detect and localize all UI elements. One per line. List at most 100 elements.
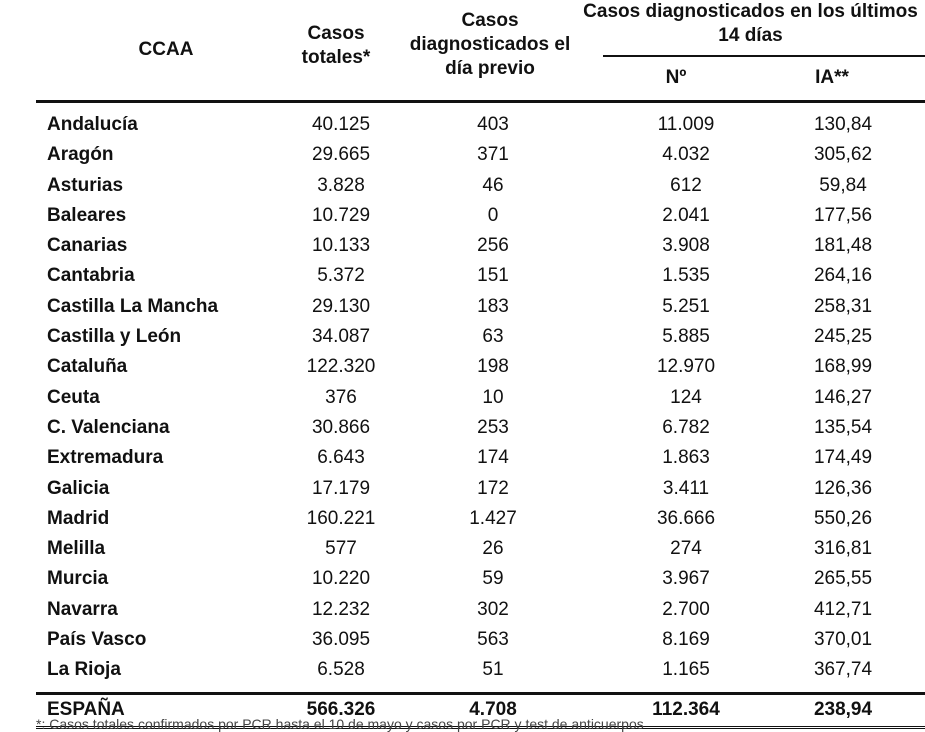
cell-previo: 59 [482,568,504,590]
header-casos-totales: Casos totales* [301,23,371,68]
cell-n: 11.009 [657,114,715,135]
cell-n: 12.970 [656,356,716,378]
cell-total: 36.095 [311,629,371,651]
cell-ia: 135,54 [813,416,873,438]
table-row: Aragón 29.665 371 4.032 305,62 [36,140,925,170]
table-row: Baleares 10.729 0 2.041 177,56 [36,201,925,231]
header-ia: IA** [815,67,849,88]
cell-ia: 550,26 [813,507,873,529]
cell-ccaa: Asturias [47,174,124,196]
cell-ia: 370,01 [813,629,873,651]
cell-previo: 151 [477,265,509,287]
cell-ia: 181,48 [813,235,873,257]
cell-previo: 198 [477,356,509,378]
cell-ccaa: País Vasco [47,629,147,651]
cell-ia: 316,81 [813,538,873,560]
total-casos-totales: 566.326 [306,698,376,720]
cell-ccaa: Madrid [47,507,110,529]
cell-ccaa: Murcia [47,568,109,590]
header-group-divider [603,55,925,57]
table-row: Navarra 12.232 302 2.700 412,71 [36,595,925,625]
cell-ccaa: Melilla [47,538,106,560]
cell-ccaa: C. Valenciana [47,416,170,438]
cell-ia: 264,16 [813,265,873,287]
cell-ia: 126,36 [813,477,873,499]
cell-n: 2.700 [662,598,710,620]
total-ia: 238,94 [813,698,873,720]
cell-n: 2.041 [662,204,710,226]
cell-n: 36.666 [656,507,716,529]
cell-total: 122.320 [306,356,376,378]
cell-previo: 302 [477,598,509,620]
cell-previo: 172 [477,477,509,499]
cell-n: 4.032 [662,144,710,166]
cell-ccaa: Baleares [47,204,127,226]
table-row: Galicia 17.179 172 3.411 126,36 [36,474,925,504]
footnote: *: Casos totales confirmados por PCR has… [36,716,644,732]
table-row: Castilla La Mancha 29.130 183 5.251 258,31 [36,292,925,322]
cell-n: 6.782 [662,416,710,438]
cell-total: 10.220 [311,568,371,590]
cell-ia: 130,84 [813,114,873,135]
table-row: C. Valenciana 30.866 253 6.782 135,54 [36,413,925,443]
cell-ia: 245,25 [813,326,873,348]
table-row: Cantabria 5.372 151 1.535 264,16 [36,261,925,291]
cell-ccaa: Navarra [47,598,118,620]
cell-n: 1.863 [662,447,710,469]
cell-ccaa: Castilla La Mancha [47,295,219,317]
table-row: Extremadura 6.643 174 1.863 174,49 [36,443,925,473]
cell-n: 3.908 [662,235,710,257]
covid-cases-table: CCAA Casos totales* Casos diagnosticados… [36,0,925,729]
cell-ia: 305,62 [813,144,873,166]
cell-total: 6.528 [317,659,365,681]
cell-ia: 177,56 [813,204,873,226]
cell-ia: 367,74 [813,659,873,681]
cell-previo: 63 [482,326,504,348]
cell-previo: 174 [477,447,509,469]
cell-previo: 563 [477,629,509,651]
cell-total: 376 [325,386,357,408]
header-ccaa: CCAA [138,39,194,60]
cell-previo: 10 [482,386,504,408]
table-row: País Vasco 36.095 563 8.169 370,01 [36,625,925,655]
cell-total: 17.179 [311,477,371,499]
cell-ia: 412,71 [813,598,873,620]
cell-n: 3.967 [662,568,710,590]
table-row: Asturias 3.828 46 612 59,84 [36,171,925,201]
cell-previo: 26 [482,538,504,560]
table-row: Murcia 10.220 59 3.967 265,55 [36,564,925,594]
cell-ccaa: Castilla y León [47,326,182,348]
table-row: Madrid 160.221 1.427 36.666 550,26 [36,504,925,534]
cell-ccaa: Cantabria [47,265,135,287]
cell-total: 40.125 [311,114,371,135]
cell-ccaa: Extremadura [47,447,164,469]
cell-n: 8.169 [662,629,710,651]
table-row: La Rioja 6.528 51 1.165 367,74 [36,655,925,685]
cell-total: 160.221 [306,507,376,529]
cell-ccaa: Canarias [47,235,128,257]
cell-n: 3.411 [662,477,710,499]
table-row: Cataluña 122.320 198 12.970 168,99 [36,352,925,382]
cell-n: 1.535 [662,265,710,287]
cell-total: 12.232 [311,598,371,620]
cell-n: 274 [670,538,702,560]
header-n: Nº [665,67,687,88]
cell-previo: 1.427 [469,507,517,529]
cell-total: 3.828 [317,174,365,196]
header-casos-dia-previo: Casos diagnosticados el día previo [409,10,571,79]
total-ccaa: ESPAÑA [47,698,125,720]
cell-total: 30.866 [311,416,371,438]
cell-total: 34.087 [311,326,371,348]
cell-total: 5.372 [317,265,365,287]
cell-ia: 258,31 [813,295,873,317]
cell-previo: 46 [482,174,504,196]
header-ultimos-14-dias: Casos diagnosticados en los últimos 14 d… [583,1,918,46]
cell-previo: 256 [477,235,509,257]
table-header: CCAA Casos totales* Casos diagnosticados… [36,0,925,103]
cell-ia: 146,27 [813,386,873,408]
total-n: 112.364 [652,698,720,720]
cell-n: 1.165 [662,659,710,681]
cell-previo: 0 [487,204,499,226]
cell-ia: 265,55 [813,568,873,590]
table-row: Ceuta 376 10 124 146,27 [36,383,925,413]
